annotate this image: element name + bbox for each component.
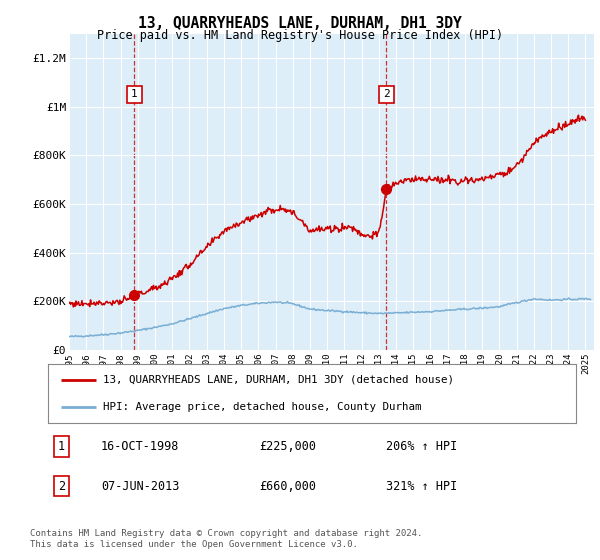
Text: Price paid vs. HM Land Registry's House Price Index (HPI): Price paid vs. HM Land Registry's House …: [97, 29, 503, 42]
Text: 321% ↑ HPI: 321% ↑ HPI: [386, 479, 457, 493]
Text: £225,000: £225,000: [259, 440, 316, 453]
Text: 206% ↑ HPI: 206% ↑ HPI: [386, 440, 457, 453]
Text: 16-OCT-1998: 16-OCT-1998: [101, 440, 179, 453]
Text: Contains HM Land Registry data © Crown copyright and database right 2024.
This d: Contains HM Land Registry data © Crown c…: [30, 529, 422, 549]
Text: 07-JUN-2013: 07-JUN-2013: [101, 479, 179, 493]
Text: 1: 1: [131, 90, 137, 100]
Text: 13, QUARRYHEADS LANE, DURHAM, DH1 3DY: 13, QUARRYHEADS LANE, DURHAM, DH1 3DY: [138, 16, 462, 31]
Text: HPI: Average price, detached house, County Durham: HPI: Average price, detached house, Coun…: [103, 402, 422, 412]
Text: 13, QUARRYHEADS LANE, DURHAM, DH1 3DY (detached house): 13, QUARRYHEADS LANE, DURHAM, DH1 3DY (d…: [103, 375, 454, 385]
Text: £660,000: £660,000: [259, 479, 316, 493]
Text: 2: 2: [383, 90, 390, 100]
Text: 1: 1: [58, 440, 65, 453]
Text: 2: 2: [58, 479, 65, 493]
